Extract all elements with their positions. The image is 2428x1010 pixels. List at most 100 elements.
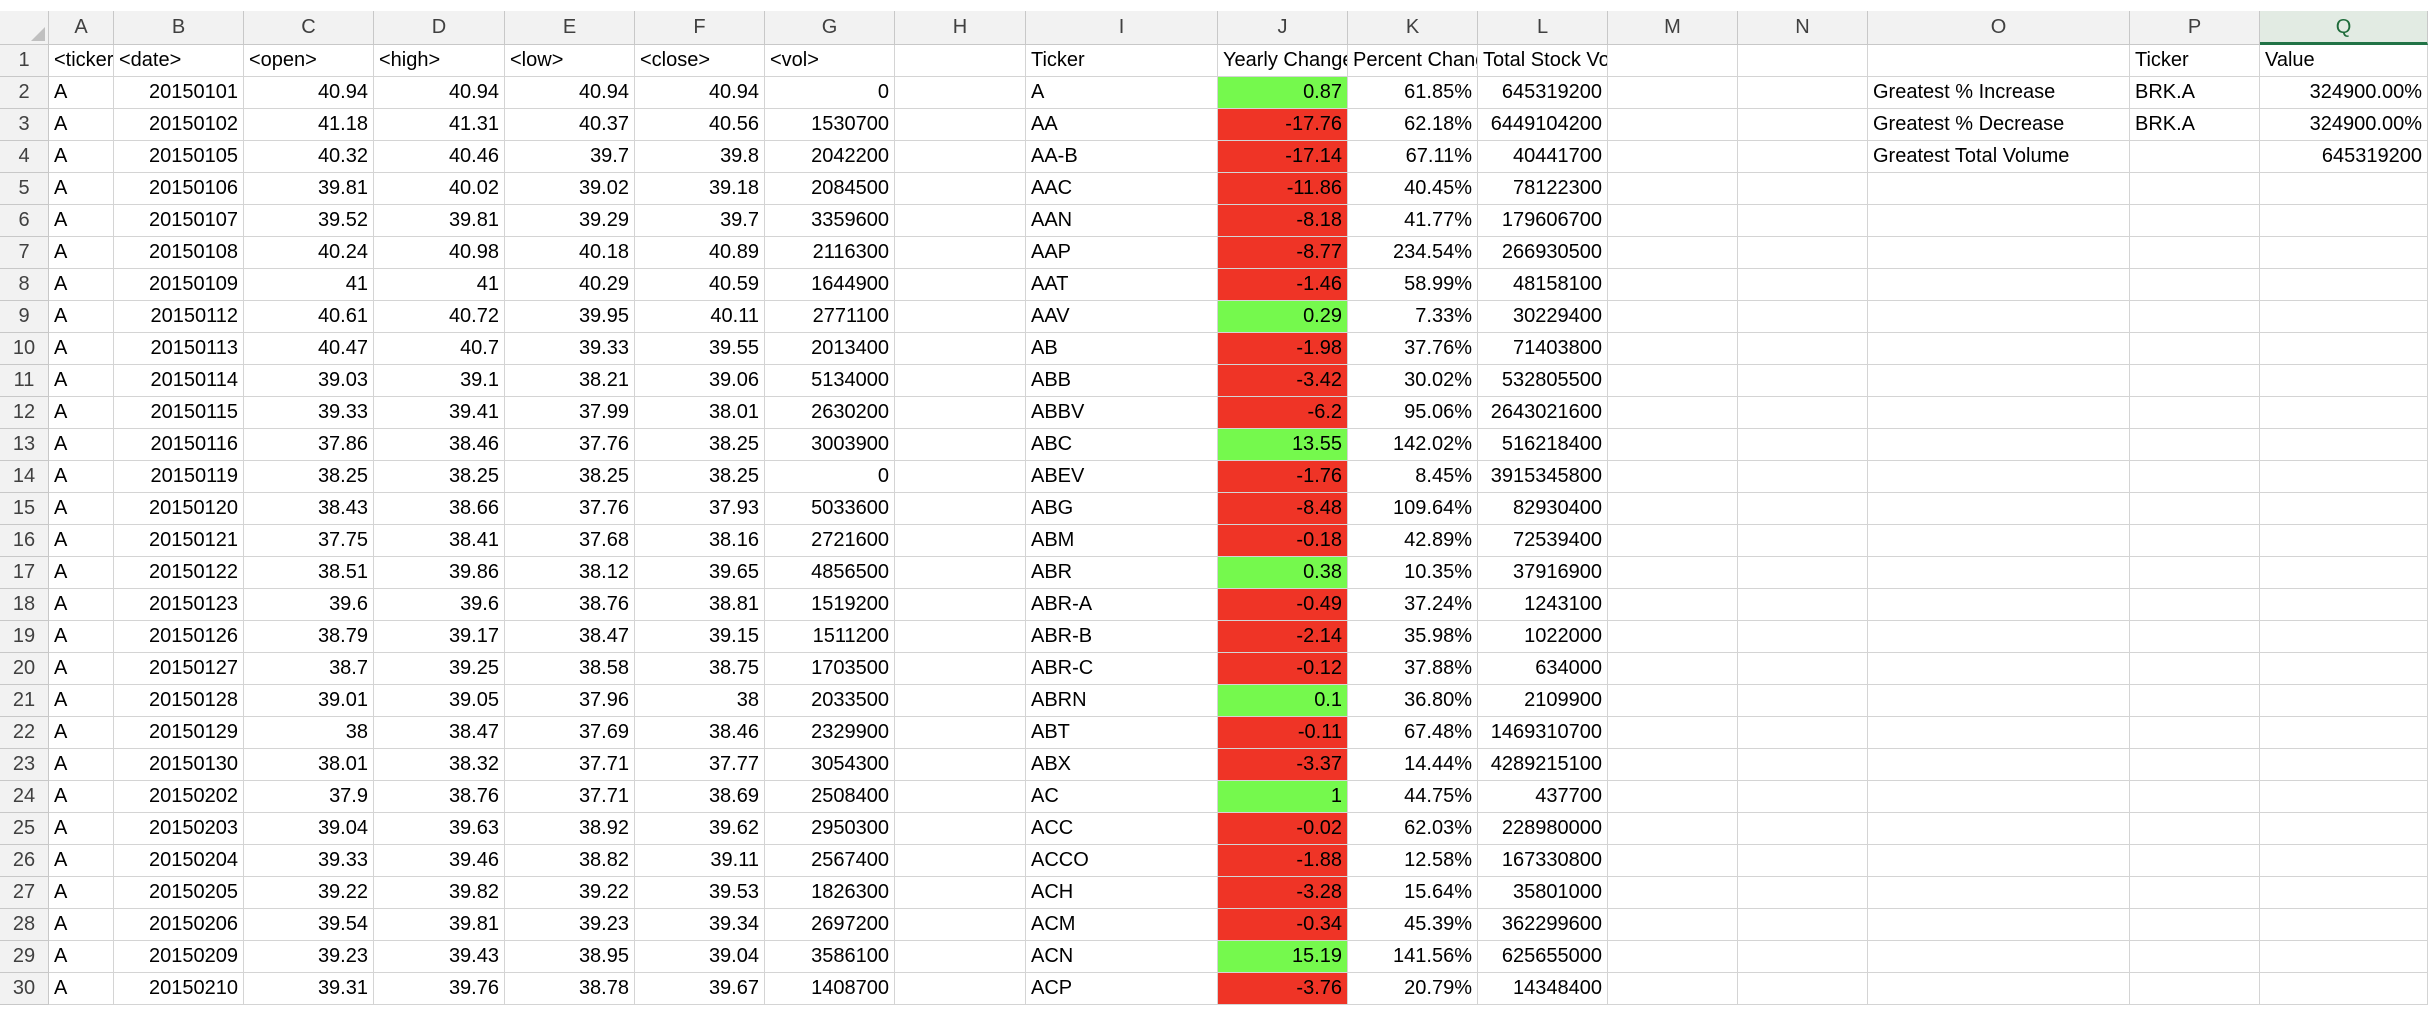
- cell-b10[interactable]: 20150113: [114, 333, 244, 365]
- cell-c16[interactable]: 37.75: [244, 525, 374, 557]
- cell-j7[interactable]: -8.77: [1218, 237, 1348, 269]
- cell-m5[interactable]: [1608, 173, 1738, 205]
- cell-f4[interactable]: 39.8: [635, 141, 765, 173]
- cell-b18[interactable]: 20150123: [114, 589, 244, 621]
- cell-b14[interactable]: 20150119: [114, 461, 244, 493]
- cell-c19[interactable]: 38.79: [244, 621, 374, 653]
- cell-b1[interactable]: <date>: [114, 45, 244, 77]
- cell-l20[interactable]: 634000: [1478, 653, 1608, 685]
- cell-m21[interactable]: [1608, 685, 1738, 717]
- cell-g1[interactable]: <vol>: [765, 45, 895, 77]
- cell-p15[interactable]: [2130, 493, 2260, 525]
- cell-o30[interactable]: [1868, 973, 2130, 1005]
- cell-q17[interactable]: [2260, 557, 2428, 589]
- cell-q13[interactable]: [2260, 429, 2428, 461]
- cell-a16[interactable]: A: [49, 525, 114, 557]
- cell-c15[interactable]: 38.43: [244, 493, 374, 525]
- cell-g6[interactable]: 3359600: [765, 205, 895, 237]
- cell-l9[interactable]: 30229400: [1478, 301, 1608, 333]
- cell-q22[interactable]: [2260, 717, 2428, 749]
- cell-h3[interactable]: [895, 109, 1026, 141]
- cell-j14[interactable]: -1.76: [1218, 461, 1348, 493]
- cell-a11[interactable]: A: [49, 365, 114, 397]
- cell-p10[interactable]: [2130, 333, 2260, 365]
- cell-o9[interactable]: [1868, 301, 2130, 333]
- cell-j17[interactable]: 0.38: [1218, 557, 1348, 589]
- cell-o24[interactable]: [1868, 781, 2130, 813]
- cell-m10[interactable]: [1608, 333, 1738, 365]
- cell-h12[interactable]: [895, 397, 1026, 429]
- cell-d9[interactable]: 40.72: [374, 301, 505, 333]
- cell-l7[interactable]: 266930500: [1478, 237, 1608, 269]
- cell-l10[interactable]: 71403800: [1478, 333, 1608, 365]
- cell-p24[interactable]: [2130, 781, 2260, 813]
- column-header-k[interactable]: K: [1348, 11, 1478, 45]
- column-header-i[interactable]: I: [1026, 11, 1218, 45]
- cell-n18[interactable]: [1738, 589, 1868, 621]
- cell-k10[interactable]: 37.76%: [1348, 333, 1478, 365]
- cell-g18[interactable]: 1519200: [765, 589, 895, 621]
- cell-q19[interactable]: [2260, 621, 2428, 653]
- cell-g29[interactable]: 3586100: [765, 941, 895, 973]
- column-header-e[interactable]: E: [505, 11, 635, 45]
- cell-e24[interactable]: 37.71: [505, 781, 635, 813]
- cell-a27[interactable]: A: [49, 877, 114, 909]
- cell-j2[interactable]: 0.87: [1218, 77, 1348, 109]
- cell-e19[interactable]: 38.47: [505, 621, 635, 653]
- cell-e4[interactable]: 39.7: [505, 141, 635, 173]
- cell-e23[interactable]: 37.71: [505, 749, 635, 781]
- cell-n9[interactable]: [1738, 301, 1868, 333]
- cell-b29[interactable]: 20150209: [114, 941, 244, 973]
- cell-p14[interactable]: [2130, 461, 2260, 493]
- cell-d22[interactable]: 38.47: [374, 717, 505, 749]
- cell-i5[interactable]: AAC: [1026, 173, 1218, 205]
- cell-a19[interactable]: A: [49, 621, 114, 653]
- cell-m24[interactable]: [1608, 781, 1738, 813]
- cell-p12[interactable]: [2130, 397, 2260, 429]
- cell-l22[interactable]: 1469310700: [1478, 717, 1608, 749]
- cell-g28[interactable]: 2697200: [765, 909, 895, 941]
- column-header-h[interactable]: H: [895, 11, 1026, 45]
- cell-k27[interactable]: 15.64%: [1348, 877, 1478, 909]
- row-header-5[interactable]: 5: [0, 173, 49, 205]
- cell-o27[interactable]: [1868, 877, 2130, 909]
- cell-g19[interactable]: 1511200: [765, 621, 895, 653]
- cell-f23[interactable]: 37.77: [635, 749, 765, 781]
- cell-l11[interactable]: 532805500: [1478, 365, 1608, 397]
- cell-b21[interactable]: 20150128: [114, 685, 244, 717]
- row-header-19[interactable]: 19: [0, 621, 49, 653]
- cell-q6[interactable]: [2260, 205, 2428, 237]
- cell-l8[interactable]: 48158100: [1478, 269, 1608, 301]
- cell-a6[interactable]: A: [49, 205, 114, 237]
- cell-p21[interactable]: [2130, 685, 2260, 717]
- column-header-l[interactable]: L: [1478, 11, 1608, 45]
- cell-a2[interactable]: A: [49, 77, 114, 109]
- row-header-17[interactable]: 17: [0, 557, 49, 589]
- cell-m19[interactable]: [1608, 621, 1738, 653]
- cell-d14[interactable]: 38.25: [374, 461, 505, 493]
- cell-k24[interactable]: 44.75%: [1348, 781, 1478, 813]
- cell-e21[interactable]: 37.96: [505, 685, 635, 717]
- cell-j6[interactable]: -8.18: [1218, 205, 1348, 237]
- cell-h22[interactable]: [895, 717, 1026, 749]
- cell-o10[interactable]: [1868, 333, 2130, 365]
- cell-m17[interactable]: [1608, 557, 1738, 589]
- cell-c25[interactable]: 39.04: [244, 813, 374, 845]
- cell-p20[interactable]: [2130, 653, 2260, 685]
- cell-k17[interactable]: 10.35%: [1348, 557, 1478, 589]
- cell-f14[interactable]: 38.25: [635, 461, 765, 493]
- cell-i29[interactable]: ACN: [1026, 941, 1218, 973]
- cell-e12[interactable]: 37.99: [505, 397, 635, 429]
- cell-o11[interactable]: [1868, 365, 2130, 397]
- cell-j10[interactable]: -1.98: [1218, 333, 1348, 365]
- cell-d30[interactable]: 39.76: [374, 973, 505, 1005]
- cell-p27[interactable]: [2130, 877, 2260, 909]
- cell-a10[interactable]: A: [49, 333, 114, 365]
- cell-c8[interactable]: 41: [244, 269, 374, 301]
- cell-b4[interactable]: 20150105: [114, 141, 244, 173]
- cell-a13[interactable]: A: [49, 429, 114, 461]
- cell-o5[interactable]: [1868, 173, 2130, 205]
- cell-o2[interactable]: Greatest % Increase: [1868, 77, 2130, 109]
- cell-c12[interactable]: 39.33: [244, 397, 374, 429]
- cell-g21[interactable]: 2033500: [765, 685, 895, 717]
